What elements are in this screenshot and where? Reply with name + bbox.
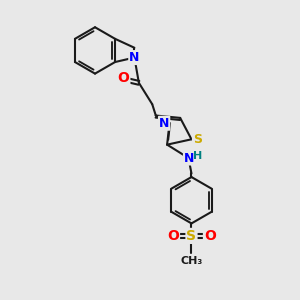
Text: S: S xyxy=(193,133,202,146)
Text: O: O xyxy=(167,229,179,243)
Text: H: H xyxy=(194,151,202,160)
Text: CH₃: CH₃ xyxy=(180,256,202,266)
Text: O: O xyxy=(118,71,129,85)
Text: O: O xyxy=(204,229,216,243)
Text: N: N xyxy=(184,152,194,164)
Text: S: S xyxy=(187,229,196,243)
Text: N: N xyxy=(129,51,140,64)
Text: N: N xyxy=(159,117,169,130)
